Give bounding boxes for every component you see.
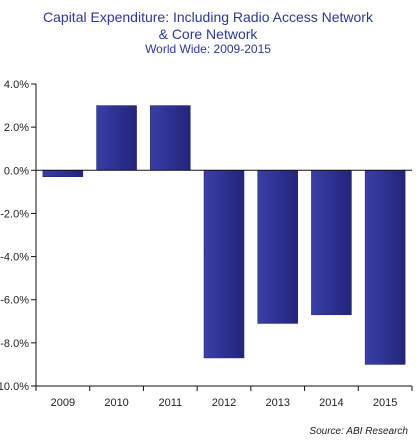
y-tick-label: 4.0% <box>4 79 29 91</box>
x-tick-label: 2011 <box>158 397 182 409</box>
x-tick-label: 2009 <box>51 397 75 409</box>
bar-2010 <box>96 105 137 171</box>
y-tick-label: 2.0% <box>4 122 29 134</box>
x-tick-label: 2013 <box>265 397 289 409</box>
bar-2012 <box>203 170 245 359</box>
bar-2015 <box>364 170 406 365</box>
y-tick-label: -4.0% <box>0 252 29 264</box>
x-tick-label: 2012 <box>212 397 236 409</box>
chart-subtitle: World Wide: 2009-2015 <box>145 42 271 56</box>
x-tick-label: 2014 <box>319 397 343 409</box>
bar-2009 <box>42 170 84 178</box>
bar-2014 <box>311 170 352 316</box>
y-tick-label: 10.0% <box>0 381 29 393</box>
x-tick-label: 2010 <box>104 397 128 409</box>
source-note: Source: ABI Research <box>309 426 408 437</box>
bar-2011 <box>150 105 191 171</box>
y-tick-label: -6.0% <box>0 295 29 307</box>
chart-title: Capital Expenditure: Including Radio Acc… <box>43 9 373 25</box>
bar-2013 <box>257 170 298 324</box>
y-tick-label: 0.0% <box>4 165 29 177</box>
y-tick-label: -8.0% <box>0 338 29 350</box>
chart-title-continued: & Core Network <box>158 26 258 42</box>
x-tick-label: 2015 <box>373 397 397 409</box>
y-tick-label: -2.0% <box>0 208 29 220</box>
